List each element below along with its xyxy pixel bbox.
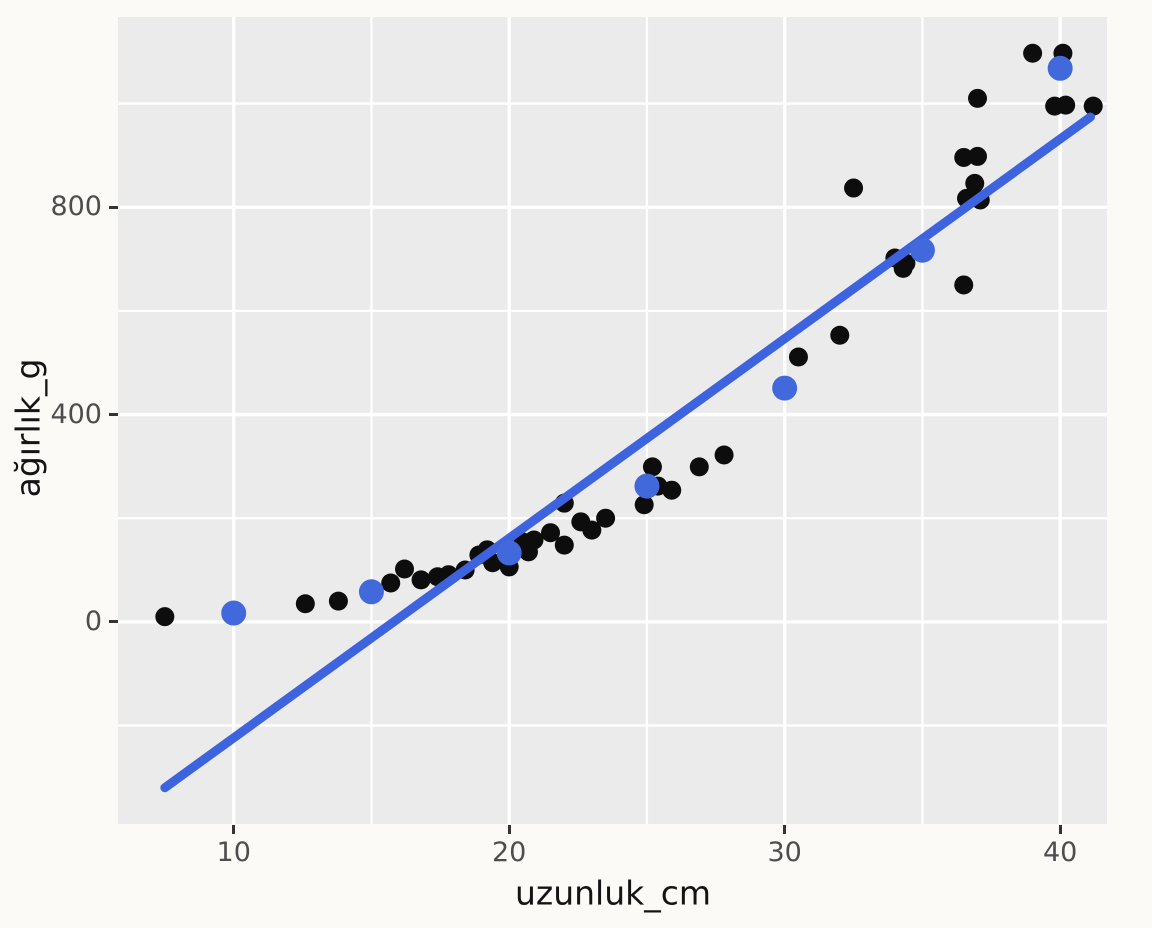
data-point (965, 173, 985, 193)
data-point (1083, 96, 1103, 116)
mean-point (634, 473, 660, 499)
data-point (295, 594, 315, 614)
data-point (634, 495, 654, 515)
data-point (596, 508, 616, 528)
data-point (968, 88, 988, 108)
data-point (582, 520, 602, 540)
data-point (662, 480, 682, 500)
y-tick-label: 0 (84, 605, 102, 637)
mean-point (909, 237, 935, 263)
x-tick-mark (507, 825, 511, 834)
mean-point (1047, 55, 1073, 81)
data-point (788, 347, 808, 367)
regression-line (160, 112, 1095, 793)
y-tick-mark (109, 413, 118, 417)
y-tick-label: 400 (50, 398, 102, 430)
x-tick-mark (1058, 825, 1062, 834)
plot-panel (118, 17, 1107, 824)
mean-point (496, 540, 522, 566)
data-point (155, 607, 175, 627)
mean-point (221, 600, 247, 626)
y-axis-title: ağırlık_g (8, 358, 48, 498)
mean-point (358, 579, 384, 605)
data-point (328, 591, 348, 611)
data-point (554, 535, 574, 555)
y-tick-mark (109, 205, 118, 209)
data-point (541, 523, 561, 543)
data-point (844, 178, 864, 198)
x-tick-label: 20 (492, 837, 527, 868)
data-point (954, 275, 974, 295)
plot-area-svg (118, 17, 1107, 824)
data-point (395, 559, 415, 579)
data-point (1056, 95, 1076, 115)
data-point (381, 573, 401, 593)
x-tick-label: 40 (1042, 837, 1078, 868)
mean-point (772, 375, 798, 401)
data-point (411, 570, 431, 590)
data-point (524, 530, 544, 550)
data-point (954, 147, 974, 167)
x-tick-label: 10 (216, 837, 251, 868)
x-tick-mark (232, 825, 236, 834)
data-point (714, 445, 734, 465)
data-point (830, 325, 850, 345)
y-tick-mark (109, 620, 118, 624)
x-axis-title: uzunluk_cm (514, 873, 712, 913)
y-tick-label: 800 (50, 191, 102, 223)
data-point (642, 457, 662, 477)
data-point (1023, 43, 1043, 63)
x-tick-label: 30 (767, 837, 802, 868)
data-point (689, 457, 709, 477)
x-tick-mark (783, 825, 787, 834)
data-point (968, 146, 988, 166)
